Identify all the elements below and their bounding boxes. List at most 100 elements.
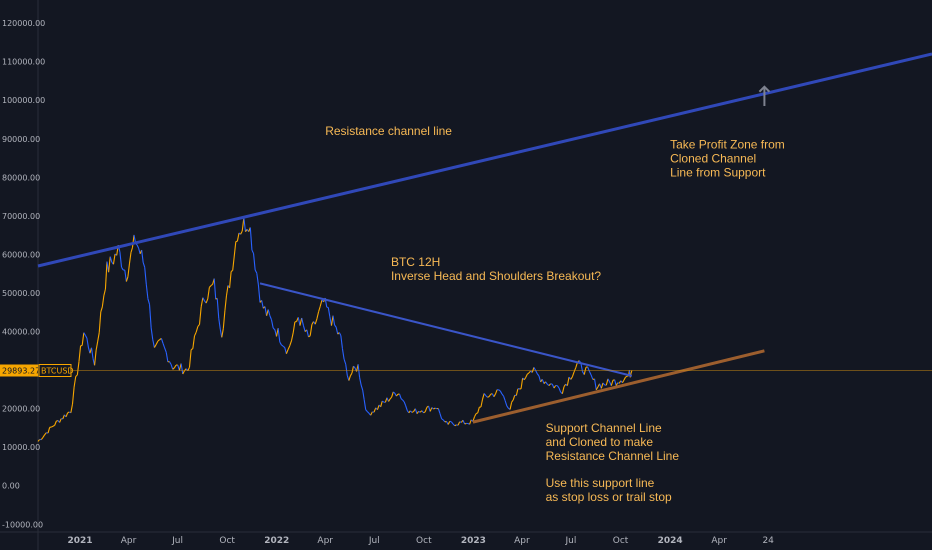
neckline	[259, 282, 633, 377]
price-segment	[108, 256, 111, 273]
price-segment	[561, 386, 565, 394]
price-segment	[380, 400, 383, 407]
price-segment	[477, 407, 480, 414]
price-segment	[208, 285, 212, 288]
price-segment	[617, 382, 620, 384]
price-segment	[277, 328, 281, 343]
price-segment	[131, 234, 135, 248]
price-segment	[341, 348, 345, 360]
price-segment	[607, 378, 611, 383]
price-segment	[292, 321, 296, 334]
y-tick-label: 50000.00	[2, 289, 40, 298]
x-tick-label: Oct	[219, 536, 235, 546]
price-segment	[153, 344, 157, 348]
price-segment	[488, 393, 492, 397]
price-segment	[200, 297, 204, 307]
x-tick-label: Oct	[416, 536, 432, 546]
price-segment	[614, 379, 617, 386]
price-segment	[297, 317, 301, 326]
price-segment	[442, 419, 446, 423]
price-segment	[44, 432, 47, 436]
y-tick-label: 10000.00	[2, 443, 40, 452]
price-segment	[485, 395, 488, 398]
price-segment	[498, 389, 501, 392]
price-segment	[314, 318, 318, 325]
price-segment	[272, 327, 276, 331]
price-segment	[162, 343, 166, 349]
price-segment	[594, 378, 597, 390]
price-segment	[474, 413, 477, 418]
price-segment	[504, 400, 508, 407]
price-segment	[454, 424, 457, 427]
price-segment	[67, 411, 70, 414]
price-segment	[386, 397, 390, 402]
price-segment	[83, 332, 86, 336]
price-segment	[56, 419, 59, 422]
price-segment	[600, 382, 604, 389]
price-segment	[253, 253, 256, 271]
price-segment	[441, 418, 444, 421]
x-tick-label: 24	[762, 536, 774, 546]
price-tag-box	[0, 364, 38, 377]
price-segment	[289, 340, 292, 346]
price-segment	[449, 420, 452, 423]
price-segment	[145, 284, 149, 299]
price-segment	[595, 386, 599, 391]
price-segment	[538, 375, 542, 383]
price-segment	[533, 367, 537, 371]
price-segment	[264, 306, 268, 316]
price-segment	[76, 361, 80, 376]
price-segment	[230, 269, 234, 272]
price-segment	[284, 347, 287, 354]
price-segment	[548, 383, 552, 386]
price-segment	[198, 306, 202, 325]
x-tick-label: Jul	[368, 536, 380, 546]
price-segment	[503, 396, 506, 402]
price-segment	[421, 410, 424, 414]
price-segment	[249, 227, 253, 251]
x-tick-label: Jul	[565, 536, 577, 546]
price-segment	[236, 232, 240, 242]
price-segment	[360, 384, 364, 391]
price-segment	[78, 345, 82, 362]
price-segment	[193, 332, 197, 337]
price-segment	[121, 266, 124, 271]
price-segment	[279, 341, 282, 346]
price-segment	[257, 284, 261, 303]
price-segment	[141, 249, 144, 263]
btc-pattern-label-line: BTC 12H	[391, 255, 440, 269]
price-segment	[469, 419, 472, 425]
price-segment	[207, 287, 210, 300]
price-segment	[316, 311, 320, 320]
btc-pattern-label-line: Inverse Head and Shoulders Breakout?	[391, 269, 601, 283]
resistance-channel-label-line: Resistance channel line	[325, 124, 452, 138]
price-segment	[512, 395, 516, 401]
y-tick-label: 40000.00	[2, 328, 40, 337]
price-segment	[570, 376, 573, 380]
price-segment	[97, 332, 100, 342]
price-segment	[243, 217, 247, 232]
price-segment	[59, 418, 62, 423]
price-segment	[71, 387, 75, 405]
price-segment	[610, 380, 614, 386]
price-segment	[433, 407, 436, 410]
price-segment	[625, 375, 628, 378]
price-segment	[221, 328, 224, 338]
price-segment	[282, 345, 286, 348]
price-segment	[138, 247, 141, 254]
price-segment	[523, 377, 527, 381]
x-tick-label: 2024	[658, 536, 683, 546]
price-segment	[240, 230, 243, 235]
price-segment	[411, 410, 414, 413]
price-segment	[197, 324, 200, 327]
price-segment	[84, 335, 88, 339]
price-segment	[482, 393, 485, 400]
price-segment	[399, 393, 402, 399]
price-segment	[535, 370, 538, 375]
price-segment	[363, 399, 367, 410]
price-segment	[475, 412, 478, 415]
support-channel	[472, 349, 765, 424]
price-segment	[573, 367, 577, 373]
price-segment	[381, 400, 385, 403]
